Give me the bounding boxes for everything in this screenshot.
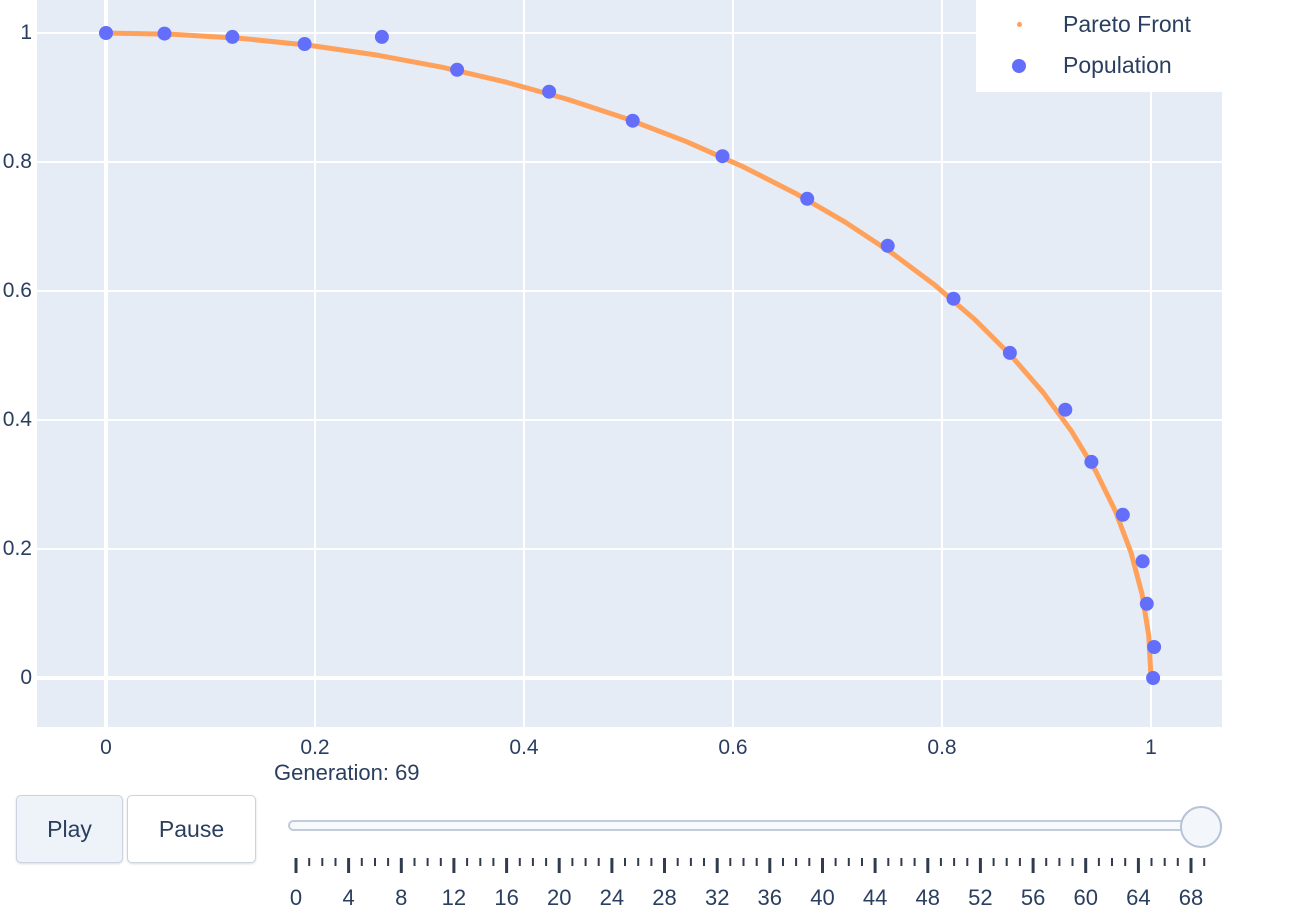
svg-text:60: 60 [1073,885,1097,910]
svg-text:68: 68 [1179,885,1203,910]
svg-text:36: 36 [758,885,782,910]
y-axis-tick-label: 0.6 [2,279,32,302]
x-axis-tick-label: 1 [1145,736,1157,759]
y-axis-tick-label: 0.4 [2,408,32,431]
population-marker-icon [1012,58,1026,73]
pareto-front-marker-icon [1012,18,1026,32]
chart-canvas [37,0,1222,727]
pause-button[interactable]: Pause [127,795,256,863]
svg-text:8: 8 [395,885,407,910]
x-axis-tick-label: 0.2 [300,736,330,759]
generation-slider-tick-axis: 0 4 8 12 16 20 24 28 32 36 40 44 48 52 56 60 64 68 [290,858,1206,910]
svg-text:32: 32 [705,885,729,910]
generation-label: Generation: 69 [274,760,420,785]
y-axis-tick-label: 1 [20,21,32,44]
svg-text:56: 56 [1021,885,1045,910]
play-button[interactable]: Play [16,795,123,863]
pareto-chart: 0 0.2 0.4 0.6 0.8 1 0 0.2 0.4 0.6 0.8 1 Pareto Fro… [2,0,1293,759]
y-axis-tick-label: 0 [20,666,32,689]
x-axis-tick-label: 0.4 [509,736,539,759]
svg-text:0: 0 [290,885,302,910]
legend-label-pareto-front: Pareto Front [1063,11,1191,37]
legend-label-population: Population [1063,52,1172,78]
svg-text:4: 4 [342,885,354,910]
y-axis-tick-label: 0.2 [2,537,32,560]
svg-text:48: 48 [916,885,940,910]
x-axis-tick-label: 0.6 [718,736,748,759]
svg-text:12: 12 [442,885,466,910]
y-axis-tick-label: 0.8 [2,150,32,173]
svg-text:24: 24 [600,885,624,910]
legend-item-population[interactable]: Population [976,45,1293,86]
svg-text:64: 64 [1126,885,1150,910]
x-axis-tick-label: 0.8 [927,736,957,759]
generation-slider-handle[interactable] [1180,806,1222,848]
svg-text:40: 40 [810,885,834,910]
legend-item-pareto-front[interactable]: Pareto Front [976,0,1293,45]
svg-text:44: 44 [863,885,887,910]
generation-slider-track[interactable] [288,820,1222,831]
svg-text:52: 52 [968,885,992,910]
x-axis-tick-label: 0 [100,736,112,759]
legend: Pareto Front Population [976,0,1293,92]
svg-text:16: 16 [494,885,518,910]
svg-text:20: 20 [547,885,571,910]
svg-text:28: 28 [652,885,676,910]
